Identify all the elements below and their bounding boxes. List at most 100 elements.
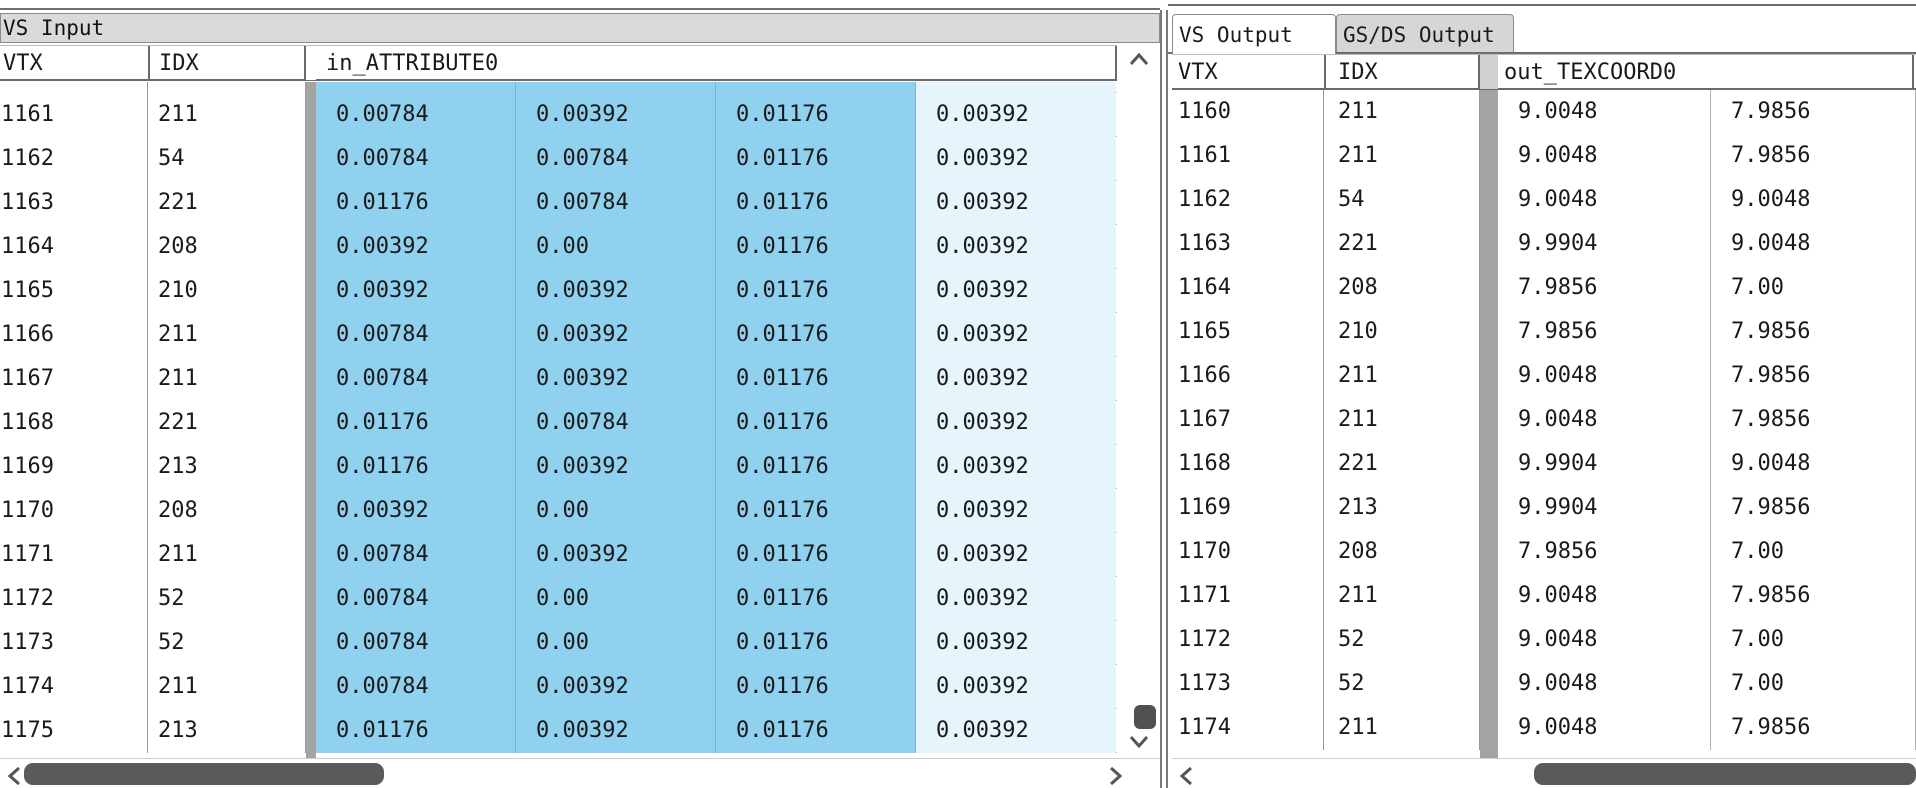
table-row[interactable]: 1163 221 0.01176 0.00784 0.01176 0.00392 bbox=[0, 181, 1117, 225]
cell-idx[interactable]: 211 bbox=[148, 357, 306, 401]
cell-attribute-value[interactable]: 0.01176 bbox=[716, 93, 916, 137]
cell-vtx[interactable]: 1163 bbox=[1172, 222, 1324, 266]
cell-vtx[interactable]: 1168 bbox=[1172, 442, 1324, 486]
vertical-scroll-thumb[interactable] bbox=[1134, 705, 1156, 729]
cell-attribute-value[interactable]: 7.00 bbox=[1711, 266, 1916, 310]
cell-vtx[interactable]: 1163 bbox=[0, 181, 148, 225]
cell-attribute-value[interactable]: 7.00 bbox=[1711, 618, 1916, 662]
cell-attribute-value[interactable]: 0.00392 bbox=[916, 181, 1116, 225]
column-header-idx[interactable]: IDX bbox=[159, 51, 199, 76]
cell-attribute-value[interactable]: 0.00392 bbox=[316, 269, 516, 313]
cell-idx[interactable]: 211 bbox=[148, 533, 306, 577]
cell-idx[interactable]: 208 bbox=[148, 225, 306, 269]
cell-vtx[interactable]: 1172 bbox=[0, 577, 148, 621]
cell-attribute-value[interactable]: 9.0048 bbox=[1498, 354, 1711, 398]
table-row[interactable]: 1175 213 0.01176 0.00392 0.01176 0.00392 bbox=[0, 709, 1117, 753]
cell-idx[interactable]: 211 bbox=[1324, 398, 1480, 442]
horizontal-scroll-thumb[interactable] bbox=[1534, 763, 1916, 785]
column-header-idx[interactable]: IDX bbox=[1338, 60, 1378, 85]
cell-vtx[interactable]: 1162 bbox=[0, 137, 148, 181]
cell-idx[interactable]: 211 bbox=[148, 93, 306, 137]
cell-vtx[interactable]: 1168 bbox=[0, 401, 148, 445]
cell-attribute-value[interactable]: 0.01176 bbox=[716, 577, 916, 621]
table-row[interactable]: 1172 52 0.00784 0.00 0.01176 0.00392 bbox=[0, 577, 1117, 621]
cell-attribute-value[interactable]: 0.00392 bbox=[516, 269, 716, 313]
cell-vtx[interactable]: 1170 bbox=[1172, 530, 1324, 574]
cell-vtx[interactable]: 1175 bbox=[0, 709, 148, 753]
cell-idx[interactable]: 211 bbox=[1324, 706, 1480, 750]
cell-vtx[interactable]: 1171 bbox=[0, 533, 148, 577]
cell-attribute-value[interactable]: 0.01176 bbox=[316, 445, 516, 489]
cell-attribute-value[interactable]: 0.00392 bbox=[916, 137, 1116, 181]
cell-vtx[interactable]: 1174 bbox=[0, 665, 148, 709]
cell-attribute-value[interactable]: 0.01176 bbox=[716, 82, 916, 93]
table-row[interactable]: 1171 211 0.00784 0.00392 0.01176 0.00392 bbox=[0, 533, 1117, 577]
table-row[interactable]: 1168 221 9.9904 9.0048 bbox=[1172, 442, 1916, 486]
cell-attribute-value[interactable]: 0.00392 bbox=[916, 93, 1116, 137]
table-row[interactable]: 1162 54 9.0048 9.0048 bbox=[1172, 178, 1916, 222]
cell-attribute-value[interactable]: 0.00784 bbox=[516, 401, 716, 445]
cell-attribute-value[interactable]: 0.00392 bbox=[316, 225, 516, 269]
cell-attribute-value[interactable]: 0.01176 bbox=[316, 181, 516, 225]
cell-attribute-value[interactable]: 0.00392 bbox=[916, 577, 1116, 621]
cell-attribute-value[interactable]: 0.01176 bbox=[716, 709, 916, 753]
chevron-right-icon[interactable] bbox=[1102, 761, 1130, 788]
cell-attribute-value[interactable]: 7.9856 bbox=[1498, 310, 1711, 354]
cell-attribute-value[interactable]: 0.01176 bbox=[716, 489, 916, 533]
cell-attribute-value[interactable]: 0.01176 bbox=[716, 181, 916, 225]
cell-idx[interactable]: 221 bbox=[148, 401, 306, 445]
cell-vtx[interactable]: 1166 bbox=[1172, 354, 1324, 398]
table-row[interactable]: 1169 213 0.01176 0.00392 0.01176 0.00392 bbox=[0, 445, 1117, 489]
cell-attribute-value[interactable]: 7.9856 bbox=[1711, 574, 1916, 618]
cell-attribute-value[interactable]: 0.01176 bbox=[716, 313, 916, 357]
cell-vtx[interactable]: 1169 bbox=[0, 445, 148, 489]
table-row[interactable]: 1167 211 0.00784 0.00392 0.01176 0.00392 bbox=[0, 357, 1117, 401]
cell-idx[interactable]: 208 bbox=[1324, 530, 1480, 574]
cell-vtx[interactable]: 1164 bbox=[0, 225, 148, 269]
cell-idx[interactable]: 52 bbox=[148, 621, 306, 665]
cell-attribute-value[interactable]: 9.0048 bbox=[1711, 178, 1916, 222]
cell-attribute-value[interactable]: 0.00392 bbox=[916, 665, 1116, 709]
cell-vtx[interactable]: 1160 bbox=[0, 82, 148, 93]
cell-idx[interactable]: 210 bbox=[1324, 310, 1480, 354]
cell-vtx[interactable]: 1164 bbox=[1172, 266, 1324, 310]
cell-idx[interactable]: 213 bbox=[148, 445, 306, 489]
cell-idx[interactable]: 208 bbox=[148, 489, 306, 533]
table-row[interactable]: 1165 210 7.9856 7.9856 bbox=[1172, 310, 1916, 354]
cell-attribute-value[interactable]: 0.00392 bbox=[516, 357, 716, 401]
chevron-down-icon[interactable] bbox=[1125, 730, 1153, 758]
cell-attribute-value[interactable]: 0.00784 bbox=[316, 357, 516, 401]
table-row[interactable]: 1167 211 9.0048 7.9856 bbox=[1172, 398, 1916, 442]
cell-attribute-value[interactable]: 0.00784 bbox=[316, 82, 516, 93]
cell-attribute-value[interactable]: 7.9856 bbox=[1711, 486, 1916, 530]
table-row[interactable]: 1173 52 0.00784 0.00 0.01176 0.00392 bbox=[0, 621, 1117, 665]
cell-attribute-value[interactable]: 0.00392 bbox=[916, 489, 1116, 533]
table-row[interactable]: 1161 211 0.00784 0.00392 0.01176 0.00392 bbox=[0, 93, 1117, 137]
table-row[interactable]: 1166 211 0.00784 0.00392 0.01176 0.00392 bbox=[0, 313, 1117, 357]
cell-attribute-value[interactable]: 0.00 bbox=[516, 577, 716, 621]
chevron-up-icon[interactable] bbox=[1125, 47, 1153, 75]
cell-idx[interactable]: 52 bbox=[1324, 618, 1480, 662]
cell-vtx[interactable]: 1172 bbox=[1172, 618, 1324, 662]
cell-attribute-value[interactable]: 7.00 bbox=[1711, 530, 1916, 574]
cell-idx[interactable]: 210 bbox=[148, 269, 306, 313]
cell-idx[interactable]: 221 bbox=[1324, 442, 1480, 486]
cell-attribute-value[interactable]: 0.00784 bbox=[316, 93, 516, 137]
cell-attribute-value[interactable]: 9.0048 bbox=[1498, 706, 1711, 750]
cell-attribute-value[interactable]: 9.9904 bbox=[1498, 486, 1711, 530]
cell-attribute-value[interactable]: 0.00784 bbox=[516, 181, 716, 225]
cell-attribute-value[interactable]: 7.9856 bbox=[1711, 310, 1916, 354]
tab-gs-ds-output[interactable]: GS/DS Output bbox=[1336, 14, 1514, 54]
cell-vtx[interactable]: 1166 bbox=[0, 313, 148, 357]
table-row[interactable]: 1174 211 0.00784 0.00392 0.01176 0.00392 bbox=[0, 665, 1117, 709]
cell-attribute-value[interactable]: 0.00784 bbox=[516, 137, 716, 181]
cell-vtx[interactable]: 1161 bbox=[1172, 134, 1324, 178]
cell-attribute-value[interactable]: 0.00392 bbox=[916, 445, 1116, 489]
cell-attribute-value[interactable]: 9.0048 bbox=[1498, 662, 1711, 706]
cell-attribute-value[interactable]: 9.0048 bbox=[1498, 90, 1711, 134]
cell-vtx[interactable]: 1173 bbox=[1172, 662, 1324, 706]
cell-attribute-value[interactable]: 0.00784 bbox=[316, 577, 516, 621]
cell-attribute-value[interactable]: 0.01176 bbox=[716, 225, 916, 269]
cell-attribute-value[interactable]: 7.9856 bbox=[1498, 530, 1711, 574]
cell-vtx[interactable]: 1160 bbox=[1172, 90, 1324, 134]
